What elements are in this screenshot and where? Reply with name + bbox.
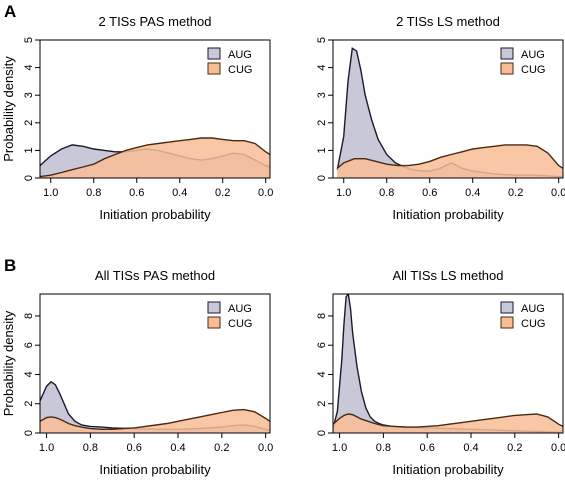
y-tick-label: 0: [23, 430, 35, 436]
series-cug-line: [40, 408, 270, 430]
series-cug-line: [333, 413, 563, 428]
x-tick-label: 0.6: [420, 442, 435, 454]
plot-frame: [39, 293, 271, 434]
y-tick-label: 0: [316, 175, 328, 181]
legend-label-cug: CUG: [228, 318, 252, 330]
x-axis-label: Initiation probability: [99, 207, 211, 222]
x-tick-label: 0.0: [258, 442, 273, 454]
legend-label-aug: AUG: [521, 303, 545, 315]
x-tick-label: 0.6: [127, 442, 142, 454]
y-tick-label: 6: [316, 342, 328, 348]
x-tick-label: 0.8: [86, 187, 101, 199]
x-tick-label: 0.4: [465, 187, 480, 199]
chart-title: 2 TISs LS method: [396, 14, 500, 29]
legend-swatch-aug: [207, 301, 221, 314]
legend-swatch-cug: [500, 62, 514, 75]
x-axis-label: Initiation probability: [392, 207, 504, 222]
y-tick-label: 3: [23, 92, 35, 98]
x-tick-label: 0.8: [83, 442, 98, 454]
chart-2-tiss-ls-method: 2 TISs LS method 1.0 0.8 0.6 0.4 0.2 0.0 0 1 2 3 4 5…: [316, 14, 565, 222]
legend-label-aug: AUG: [228, 303, 252, 315]
y-tick-label: 4: [316, 371, 328, 377]
chart-2-tiss-pas-method: 2 TISs PAS method 1.0 0.8 0.6 0.4 0.2 0.0 0 1 2 3 4…: [1, 14, 273, 222]
y-tick-label: 2: [23, 401, 35, 407]
y-tick-label: 2: [316, 120, 328, 126]
y-tick-label: 2: [316, 401, 328, 407]
y-tick-label: 5: [316, 37, 328, 43]
plot-frame: [39, 39, 271, 179]
y-tick-label: 4: [316, 65, 328, 71]
x-tick-label: 1.0: [332, 442, 347, 454]
chart-all-tiss-ls-method: All TISs LS method 1.0 0.8 0.6 0.4 0.2 0.0 0 2 4 6…: [316, 268, 565, 477]
chart-title: All TISs PAS method: [95, 268, 215, 283]
y-tick-label: 1: [23, 147, 35, 153]
y-axis-label: Probability density: [1, 56, 16, 162]
legend-label-cug: CUG: [521, 64, 545, 76]
x-tick-label: 0.8: [376, 442, 391, 454]
x-tick-label: 0.4: [463, 442, 478, 454]
y-tick-label: 3: [316, 92, 328, 98]
series-cug-area: [333, 414, 563, 433]
series-cug-line: [40, 137, 270, 178]
legend-label-aug: AUG: [521, 49, 545, 61]
y-tick-label: 1: [316, 147, 328, 153]
legend-label-cug: CUG: [521, 318, 545, 330]
x-tick-label: 0.0: [258, 187, 273, 199]
chart-title: All TISs LS method: [392, 268, 503, 283]
series-cug-line: [336, 144, 563, 169]
y-tick-label: 2: [23, 120, 35, 126]
y-axis-label: Probability density: [1, 310, 16, 416]
y-tick-label: 8: [316, 313, 328, 319]
y-tick-label: 5: [23, 37, 35, 43]
x-tick-label: 1.0: [43, 187, 58, 199]
legend-swatch-cug: [207, 62, 221, 75]
x-tick-label: 0.2: [214, 442, 229, 454]
legend-swatch-aug: [500, 301, 514, 314]
x-tick-label: 0.4: [170, 442, 185, 454]
x-tick-label: 0.0: [551, 187, 565, 199]
panel-letter-b: B: [4, 256, 16, 275]
legend-swatch-cug: [207, 316, 221, 329]
plot-frame: [332, 293, 564, 434]
y-tick-label: 4: [23, 65, 35, 71]
y-tick-label: 0: [316, 430, 328, 436]
plot-frame: [332, 39, 564, 179]
y-tick-label: 4: [23, 371, 35, 377]
y-tick-label: 6: [23, 342, 35, 348]
x-tick-label: 1.0: [336, 187, 351, 199]
legend-swatch-cug: [500, 316, 514, 329]
series-cug-area: [40, 409, 270, 433]
x-axis-label: Initiation probability: [392, 462, 504, 477]
x-tick-label: 0.6: [129, 187, 144, 199]
x-tick-label: 0.0: [551, 442, 565, 454]
x-tick-label: 0.2: [507, 442, 522, 454]
legend-swatch-aug: [500, 47, 514, 60]
x-tick-label: 0.4: [172, 187, 187, 199]
series-cug-area: [40, 138, 270, 178]
panel-letter-a: A: [4, 2, 16, 21]
x-tick-label: 0.2: [215, 187, 230, 199]
series-cug-area: [337, 144, 563, 178]
y-tick-label: 8: [23, 313, 35, 319]
x-tick-label: 0.6: [422, 187, 437, 199]
chart-title: 2 TISs PAS method: [99, 14, 212, 29]
legend-label-aug: AUG: [228, 49, 252, 61]
chart-all-tiss-pas-method: All TISs PAS method 1.0 0.8 0.6 0.4 0.2 0.0 0 2 4…: [1, 268, 273, 477]
x-tick-label: 1.0: [39, 442, 54, 454]
x-tick-label: 0.8: [379, 187, 394, 199]
x-axis-label: Initiation probability: [99, 462, 211, 477]
legend-label-cug: CUG: [228, 64, 252, 76]
x-tick-label: 0.2: [508, 187, 523, 199]
y-tick-label: 0: [23, 175, 35, 181]
legend-swatch-aug: [207, 47, 221, 60]
